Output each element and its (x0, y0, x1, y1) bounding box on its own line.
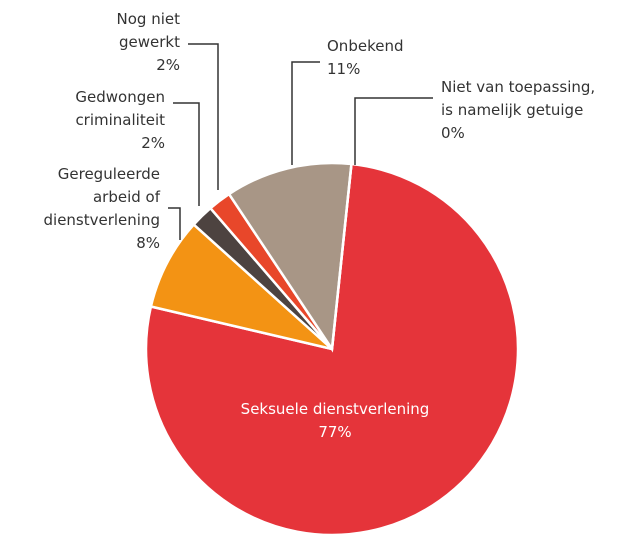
slice-label: Nog niet gewerkt 2% (80, 8, 180, 77)
value-label: 8% (136, 234, 160, 252)
leader-line (168, 207, 181, 240)
category-label: Gedwongen criminaliteit (75, 88, 165, 129)
leader-line (291, 61, 320, 165)
pie-slice (227, 161, 353, 353)
value-label: 0% (441, 124, 465, 142)
slice-label: Niet van toepassing, is namelijk getuige… (441, 76, 611, 145)
category-label: Niet van toepassing, is namelijk getuige (441, 78, 596, 119)
category-label: Nog niet gewerkt (116, 10, 180, 51)
slice-label: Gedwongen criminaliteit 2% (10, 86, 165, 155)
category-label: Gereguleerde arbeid of dienstverlening (43, 165, 161, 229)
slice-label: Gereguleerde arbeid of dienstverlening 8% (10, 163, 161, 255)
leader-line (188, 43, 219, 190)
leader-line (173, 102, 200, 206)
leader-line (354, 97, 433, 165)
value-label: 2% (156, 56, 180, 74)
slice-label: Onbekend 11% (327, 35, 447, 81)
pie-slice (330, 163, 353, 350)
value-label: 2% (141, 134, 165, 152)
category-label: Onbekend (327, 37, 404, 55)
value-label: 11% (327, 60, 361, 78)
pie-slice (149, 222, 333, 351)
value-label: 77% (318, 423, 352, 441)
category-label: Seksuele dienstverlening (240, 400, 430, 418)
slice-label: Seksuele dienstverlening 77% (210, 398, 460, 444)
